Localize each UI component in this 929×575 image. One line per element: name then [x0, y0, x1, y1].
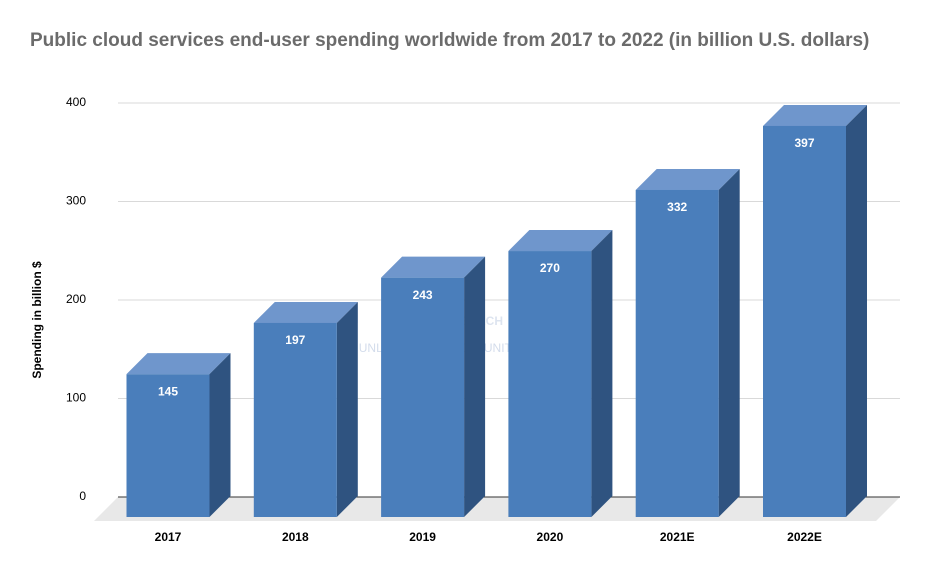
bar-side	[846, 104, 867, 517]
bar-top	[253, 301, 358, 323]
data-label: 197	[285, 333, 305, 347]
bar-top	[126, 353, 231, 375]
y-axis-title: Spending in billion $	[30, 261, 44, 379]
bar-top	[381, 256, 486, 278]
bar-top	[508, 230, 613, 252]
bar	[126, 374, 210, 517]
bar-side	[718, 168, 740, 518]
data-label: 397	[794, 136, 814, 150]
x-tick-label: 2022E	[787, 530, 822, 544]
bar	[635, 189, 719, 518]
chart-title: Public cloud services end-user spending …	[30, 30, 870, 51]
x-tick-label: 2019	[409, 530, 436, 544]
x-tick-label: 2018	[282, 530, 309, 544]
data-label: 243	[413, 288, 433, 302]
bar	[381, 277, 465, 517]
x-tick-label: 2020	[537, 530, 564, 544]
y-tick-label: 100	[66, 391, 86, 405]
bar-side	[591, 230, 613, 518]
x-tick-label: 2021E	[660, 530, 695, 544]
x-tick-label: 2017	[155, 530, 182, 544]
bar-top	[635, 168, 740, 190]
data-label: 332	[667, 200, 687, 214]
bar	[763, 125, 846, 517]
data-label: 270	[540, 261, 560, 275]
bar	[253, 322, 337, 517]
bar-side	[209, 353, 231, 517]
y-tick-label: 0	[79, 489, 86, 503]
bar-side	[464, 256, 486, 517]
bar-top	[763, 104, 867, 126]
data-label: 145	[158, 384, 178, 398]
y-tick-label: 200	[66, 292, 86, 306]
bar-side	[336, 301, 358, 517]
y-tick-label: 300	[66, 194, 86, 208]
y-tick-label: 400	[66, 95, 86, 109]
bar	[508, 251, 592, 518]
